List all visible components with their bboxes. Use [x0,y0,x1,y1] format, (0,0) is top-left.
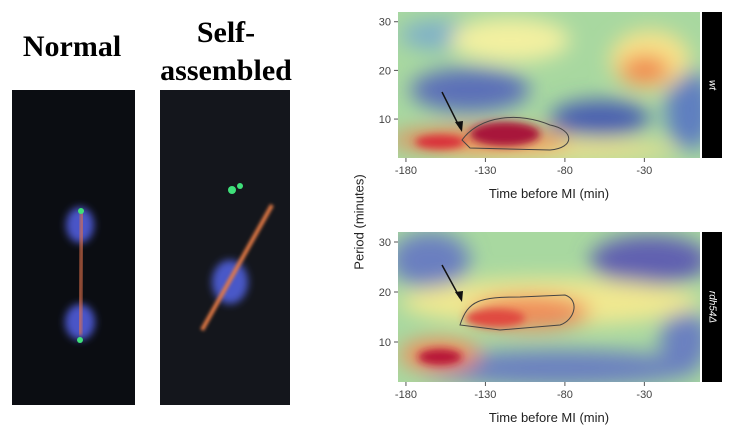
strip-label: wt [706,80,717,91]
x-axis-label: Time before MI (min) [489,186,609,201]
micrograph [160,90,290,405]
x-tick-label: -30 [636,389,652,401]
y-tick-label: 20 [379,65,391,77]
x-tick-label: -30 [636,165,652,177]
y-tick-label: 10 [379,114,391,126]
x-tick-label: -80 [557,165,573,177]
x-tick-label: -180 [395,389,417,401]
image-label: Self- [197,16,255,49]
y-tick-label: 30 [379,17,391,29]
y-tick-label: 30 [379,237,391,249]
x-tick-label: -130 [474,389,496,401]
x-tick-label: -130 [474,165,496,177]
x-tick-label: -180 [395,165,417,177]
y-axis-label: Period (minutes) [351,174,366,269]
micrograph [12,90,135,405]
image-label: assembled [160,54,292,87]
image-label: Normal [23,30,121,63]
heatmap [398,232,700,382]
x-tick-label: -80 [557,389,573,401]
heatmap [398,12,700,158]
strip-label: rdh54Δ [706,291,717,324]
x-axis-label: Time before MI (min) [489,410,609,425]
y-tick-label: 20 [379,287,391,299]
y-tick-label: 10 [379,337,391,349]
